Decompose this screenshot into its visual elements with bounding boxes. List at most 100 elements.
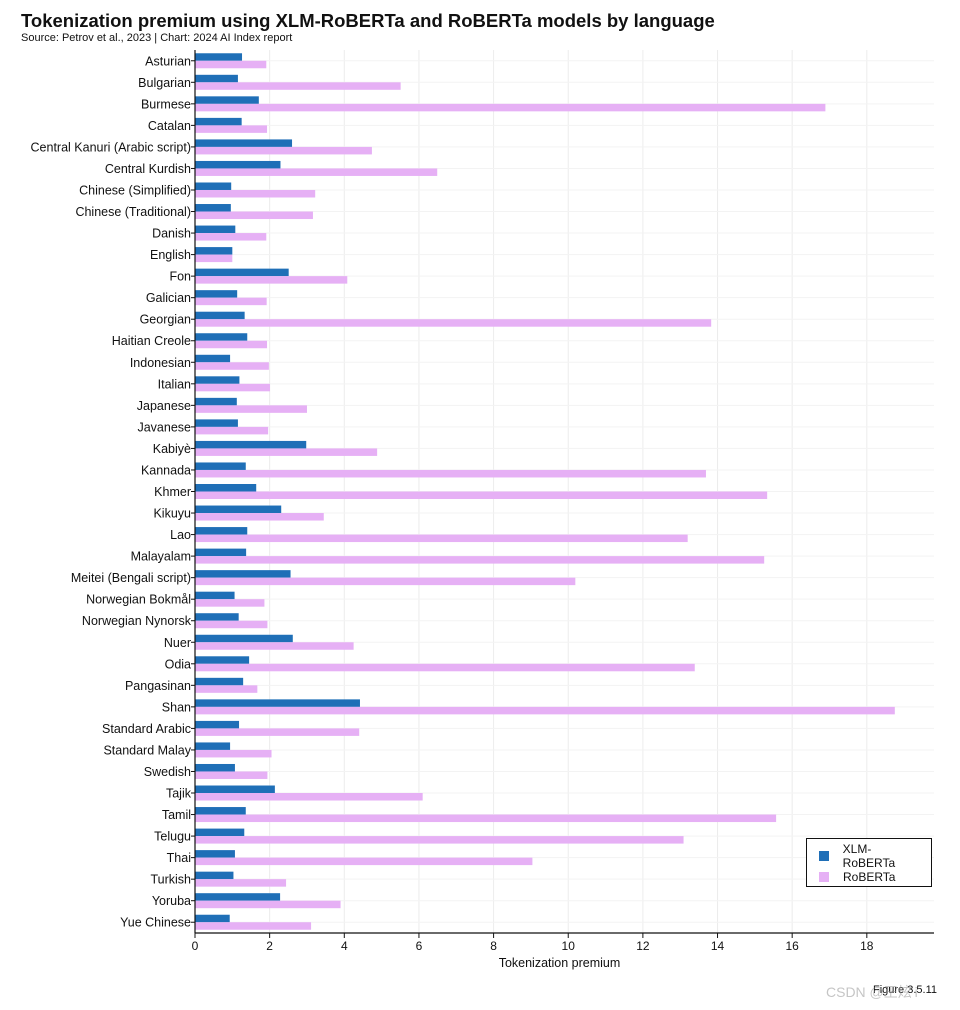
category-label-kannada: Kannada: [141, 463, 191, 477]
category-label-shan: Shan: [162, 700, 191, 714]
bar-xlm-roberta-english: [195, 247, 233, 255]
category-label-tajik: Tajik: [166, 787, 192, 801]
category-label-italian: Italian: [158, 377, 191, 391]
bar-roberta-galician: [195, 297, 267, 306]
category-label-lao: Lao: [170, 528, 191, 542]
category-label-kikuyu: Kikuyu: [153, 507, 191, 521]
category-label-khmer: Khmer: [154, 485, 191, 499]
legend: XLM-RoBERTa RoBERTa: [806, 838, 932, 887]
bar-roberta-italian: [195, 383, 271, 392]
bar-roberta-nuer: [195, 642, 354, 650]
bar-xlm-roberta-danish: [195, 225, 236, 234]
category-label-meitei-bengali-script: Meitei (Bengali script): [71, 571, 191, 585]
bar-xlm-roberta-yoruba: [195, 893, 281, 901]
bar-xlm-roberta-bulgarian: [195, 74, 238, 83]
axis-layer: [191, 50, 934, 938]
bar-xlm-roberta-turkish: [195, 871, 234, 880]
category-label-yue-chinese: Yue Chinese: [120, 916, 191, 930]
bar-xlm-roberta-khmer: [195, 484, 257, 492]
chart-title: Tokenization premium using XLM-RoBERTa a…: [21, 10, 715, 31]
label-layer: 0 2 4 6 8 10 12 14 16 18 Asturian Bulgarian Burmese C…: [31, 54, 874, 970]
bar-roberta-fon: [195, 276, 348, 284]
category-label-japanese: Japanese: [137, 399, 191, 413]
bar-roberta-yue-chinese: [195, 922, 312, 930]
bar-roberta-kannada: [195, 469, 706, 478]
bar-roberta-norwegian-bokmal: [195, 599, 265, 607]
bar-xlm-roberta-fon: [195, 268, 289, 277]
category-label-burmese: Burmese: [141, 97, 191, 111]
bar-roberta-odia: [195, 663, 695, 672]
bar-xlm-roberta-haitian-creole: [195, 333, 248, 341]
bar-xlm-roberta-nuer: [195, 634, 293, 643]
x-tick-label-16: 16: [785, 939, 799, 953]
bar-xlm-roberta-italian: [195, 376, 240, 384]
x-axis-title: Tokenization premium: [499, 956, 621, 970]
bar-xlm-roberta-japanese: [195, 397, 237, 406]
category-label-asturian: Asturian: [145, 54, 191, 68]
legend-label-roberta: RoBERTa: [843, 869, 896, 884]
bar-roberta-indonesian: [195, 362, 269, 370]
category-label-danish: Danish: [152, 227, 191, 241]
bar-roberta-asturian: [195, 60, 267, 69]
bar-xlm-roberta-kannada: [195, 462, 246, 470]
bar-xlm-roberta-asturian: [195, 53, 243, 61]
bar-roberta-turkish: [195, 879, 287, 887]
bar-roberta-chinese-simplified: [195, 189, 316, 198]
category-label-yoruba: Yoruba: [152, 894, 191, 908]
bar-roberta-kikuyu: [195, 513, 324, 521]
category-label-kabiye: Kabiyè: [153, 442, 191, 456]
category-label-fon: Fon: [169, 270, 191, 284]
bar-xlm-roberta-kabiye: [195, 440, 307, 449]
chart-subtitle: Source: Petrov et al., 2023 | Chart: 202…: [21, 32, 293, 44]
bar-roberta-standard-malay: [195, 749, 272, 758]
category-label-odia: Odia: [165, 657, 191, 671]
bar-roberta-shan: [195, 706, 895, 715]
bar-roberta-japanese: [195, 405, 307, 413]
bar-xlm-roberta-yue-chinese: [195, 914, 230, 923]
bar-xlm-roberta-chinese-traditional: [195, 204, 231, 212]
watermark: CSDN @王炫 i: [826, 984, 918, 1000]
bar-xlm-roberta-telugu: [195, 828, 245, 837]
bar-roberta-central-kanuri-arabic-script: [195, 146, 372, 155]
category-label-swedish: Swedish: [144, 765, 191, 779]
bar-xlm-roberta-meitei-bengali-script: [195, 570, 291, 578]
x-tick-label-0: 0: [192, 939, 199, 953]
bar-roberta-thai: [195, 857, 533, 866]
bar-roberta-danish: [195, 233, 267, 241]
bar-roberta-central-kurdish: [195, 168, 438, 176]
bar-xlm-roberta-pangasinan: [195, 677, 244, 686]
category-label-malayalam: Malayalam: [131, 550, 191, 564]
category-label-turkish: Turkish: [150, 873, 191, 887]
bar-xlm-roberta-odia: [195, 656, 250, 664]
bar-xlm-roberta-standard-arabic: [195, 720, 240, 729]
bar-roberta-tajik: [195, 793, 423, 801]
legend-entry-roberta: RoBERTa: [819, 868, 921, 885]
category-label-norwegian-bokmal: Norwegian Bokmål: [86, 593, 191, 607]
bar-roberta-meitei-bengali-script: [195, 577, 576, 586]
x-tick-label-2: 2: [266, 939, 273, 953]
category-label-georgian: Georgian: [140, 313, 191, 327]
x-tick-label-10: 10: [562, 939, 576, 953]
bar-xlm-roberta-galician: [195, 290, 238, 298]
category-label-catalan: Catalan: [148, 119, 191, 133]
bar-xlm-roberta-standard-malay: [195, 742, 231, 750]
bar-roberta-yoruba: [195, 900, 341, 909]
category-label-english: English: [150, 248, 191, 262]
bar-roberta-lao: [195, 534, 688, 543]
bar-roberta-swedish: [195, 771, 268, 779]
bar-roberta-kabiye: [195, 448, 378, 456]
bar-xlm-roberta-georgian: [195, 311, 245, 320]
bar-roberta-english: [195, 254, 233, 263]
category-label-central-kurdish: Central Kurdish: [105, 162, 191, 176]
category-label-tamil: Tamil: [162, 808, 191, 822]
category-label-chinese-traditional: Chinese (Traditional): [75, 205, 191, 219]
bar-roberta-norwegian-nynorsk: [195, 620, 268, 629]
bar-roberta-javanese: [195, 426, 269, 435]
legend-swatch-roberta: [819, 871, 829, 882]
category-label-bulgarian: Bulgarian: [138, 76, 191, 90]
category-label-haitian-creole: Haitian Creole: [112, 334, 191, 348]
bar-roberta-bulgarian: [195, 82, 401, 90]
bar-roberta-malayalam: [195, 556, 765, 564]
x-tick-label-8: 8: [490, 939, 497, 953]
